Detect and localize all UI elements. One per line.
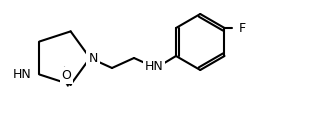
Text: F: F	[239, 21, 246, 35]
Text: N: N	[88, 52, 98, 66]
Text: HN: HN	[145, 60, 163, 74]
Text: HN: HN	[13, 68, 31, 81]
Text: O: O	[62, 69, 71, 82]
